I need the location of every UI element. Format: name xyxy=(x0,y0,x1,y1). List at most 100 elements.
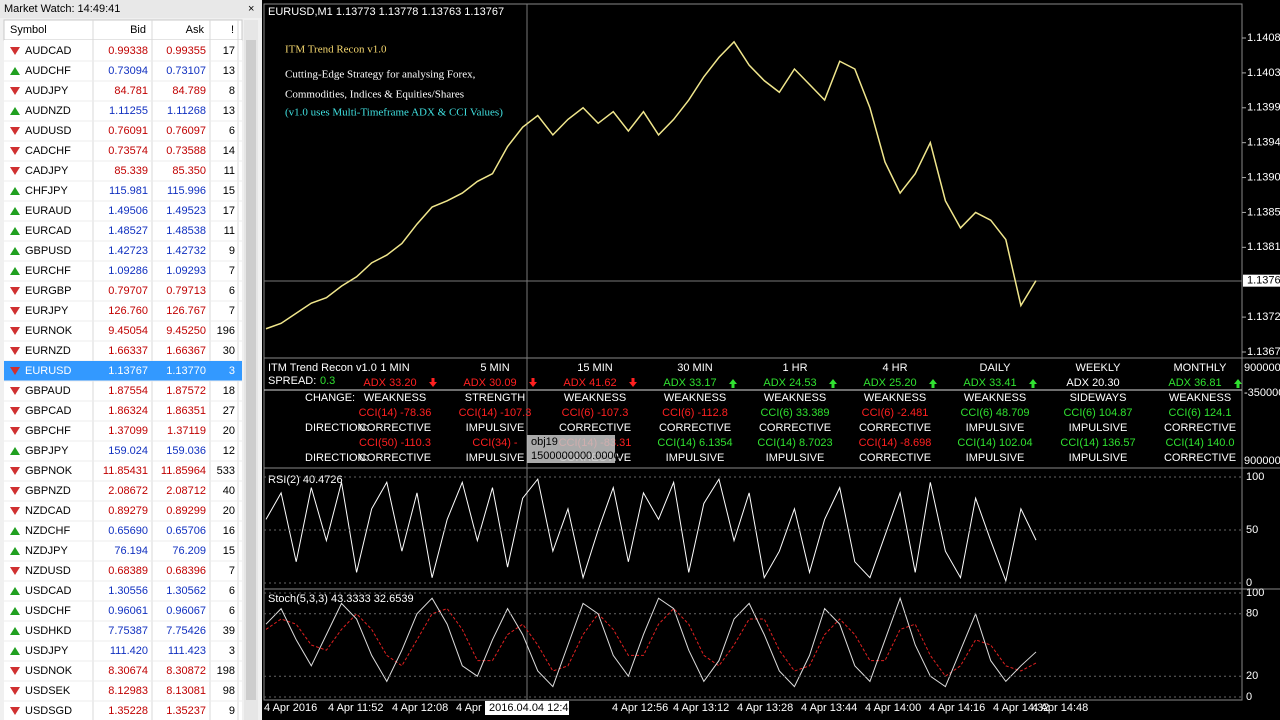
stoch-main xyxy=(265,596,1037,688)
scale-label: 9000000 xyxy=(1244,455,1280,467)
trend-icon xyxy=(10,487,20,495)
direction: IMPULSIVE xyxy=(966,422,1025,434)
symbol: CADCHF xyxy=(25,145,71,157)
trend-icon xyxy=(10,667,20,675)
symbol: AUDCHF xyxy=(25,65,71,77)
time-label: 4 Apr 2016 xyxy=(264,702,317,714)
adx-arrow xyxy=(429,378,437,387)
time-label: 4 Apr 1 xyxy=(456,702,491,714)
scale-label: 9000000 xyxy=(1244,362,1280,374)
time-label: 4 Apr 12:56 xyxy=(612,702,668,714)
column-header: Symbol xyxy=(10,24,47,36)
ask: 0.73588 xyxy=(166,145,206,157)
adx-arrow xyxy=(929,379,937,388)
ask: 1.42732 xyxy=(166,245,206,257)
cursor-time: 2016.04.04 12:41 xyxy=(489,702,575,714)
trend-icon xyxy=(10,147,20,155)
bid: 1.86324 xyxy=(108,405,148,417)
symbol: USDJPY xyxy=(25,645,69,657)
ask: 84.789 xyxy=(172,85,206,97)
timeframe: MONTHLY xyxy=(1174,362,1228,374)
ask: 9.45250 xyxy=(166,325,206,337)
price-tick-label: 1.13945 xyxy=(1247,137,1280,149)
spread: 9 xyxy=(229,245,235,257)
current-price-box xyxy=(1243,274,1280,287)
symbol: CADJPY xyxy=(25,165,69,177)
time-label: 4 Apr 13:12 xyxy=(673,702,729,714)
spread: 13 xyxy=(223,65,235,77)
trend-icon xyxy=(10,307,20,315)
spread: 3 xyxy=(229,645,235,657)
adx: ADX 36.81 xyxy=(1168,377,1221,389)
bid: 0.73094 xyxy=(108,65,148,77)
trend-icon xyxy=(10,247,20,255)
adx: ADX 33.17 xyxy=(663,377,716,389)
trend-icon xyxy=(10,707,20,715)
spread-value: 0.3 xyxy=(320,375,335,387)
symbol: EURNZD xyxy=(25,345,71,357)
trend-icon xyxy=(10,647,20,655)
price-tick-label: 1.13990 xyxy=(1247,102,1280,114)
trend-icon xyxy=(10,127,20,135)
timeframe: WEEKLY xyxy=(1075,362,1121,374)
bid: 1.13767 xyxy=(108,365,148,377)
time-label: 4 Apr 12:08 xyxy=(392,702,448,714)
ask: 76.209 xyxy=(172,545,206,557)
spread: 15 xyxy=(223,185,235,197)
symbol: EURNOK xyxy=(25,325,73,337)
adx: ADX 20.30 xyxy=(1066,377,1119,389)
trend-icon xyxy=(10,47,20,55)
spread: 17 xyxy=(223,205,235,217)
adx: ADX 30.09 xyxy=(463,377,516,389)
ask: 8.13081 xyxy=(166,685,206,697)
bid: 1.30556 xyxy=(108,585,148,597)
adx-arrow xyxy=(829,379,837,388)
spread: 16 xyxy=(223,525,235,537)
cci: CCI(6) -112.8 xyxy=(662,407,728,419)
change: SIDEWAYS xyxy=(1070,392,1127,404)
ask: 2.08712 xyxy=(166,485,206,497)
direction: CORRECTIVE xyxy=(559,422,631,434)
time-label: 4 Apr 14:48 xyxy=(1032,702,1088,714)
price-tick-label: 1.13855 xyxy=(1247,206,1280,218)
column-header: Bid xyxy=(130,24,146,36)
overlay-title: ITM Trend Recon v1.0 xyxy=(285,44,387,56)
adx-arrow xyxy=(629,378,637,387)
cci: CCI(14) -78.36 xyxy=(359,407,432,419)
bid: 0.96061 xyxy=(108,605,148,617)
ask: 1.09293 xyxy=(166,265,206,277)
ask: 126.767 xyxy=(166,305,206,317)
cci: CCI(6) 33.389 xyxy=(760,407,829,419)
symbol: EURCHF xyxy=(25,265,71,277)
symbol: EURCAD xyxy=(25,225,72,237)
ask: 1.37119 xyxy=(167,425,206,437)
tooltip-line: obj19 xyxy=(531,436,558,448)
spread: 20 xyxy=(223,505,235,517)
close-button[interactable]: × xyxy=(248,3,254,15)
ask: 1.30562 xyxy=(166,585,206,597)
row-label: CHANGE: xyxy=(305,392,355,404)
ask: 1.87572 xyxy=(166,385,206,397)
ask: 8.30872 xyxy=(166,665,206,677)
cci: CCI(14) 140.0 xyxy=(1165,437,1234,449)
ask: 159.036 xyxy=(166,445,206,457)
spread: 6 xyxy=(229,125,235,137)
overlay-note: (v1.0 uses Multi-Timeframe ADX & CCI Val… xyxy=(285,107,503,119)
row-label: DIRECTION: xyxy=(305,422,369,434)
spread: 15 xyxy=(223,545,235,557)
symbol: GBPAUD xyxy=(25,385,71,397)
bid: 0.79707 xyxy=(108,285,148,297)
tooltip xyxy=(527,435,615,463)
cci: CCI(6) 124.1 xyxy=(1169,407,1232,419)
symbol: GBPUSD xyxy=(25,245,72,257)
chart-header: EURUSD,M1 1.13773 1.13778 1.13763 1.1376… xyxy=(268,6,504,18)
symbol: EURGBP xyxy=(25,285,71,297)
ask: 115.996 xyxy=(167,185,206,197)
spread: 12 xyxy=(223,445,235,457)
cursor-time-box xyxy=(485,701,569,715)
bid: 1.35228 xyxy=(108,705,148,717)
symbol: USDCHF xyxy=(25,605,71,617)
change: WEAKNESS xyxy=(364,392,426,404)
symbol: USDCAD xyxy=(25,585,72,597)
scrollbar-thumb[interactable] xyxy=(246,40,256,700)
